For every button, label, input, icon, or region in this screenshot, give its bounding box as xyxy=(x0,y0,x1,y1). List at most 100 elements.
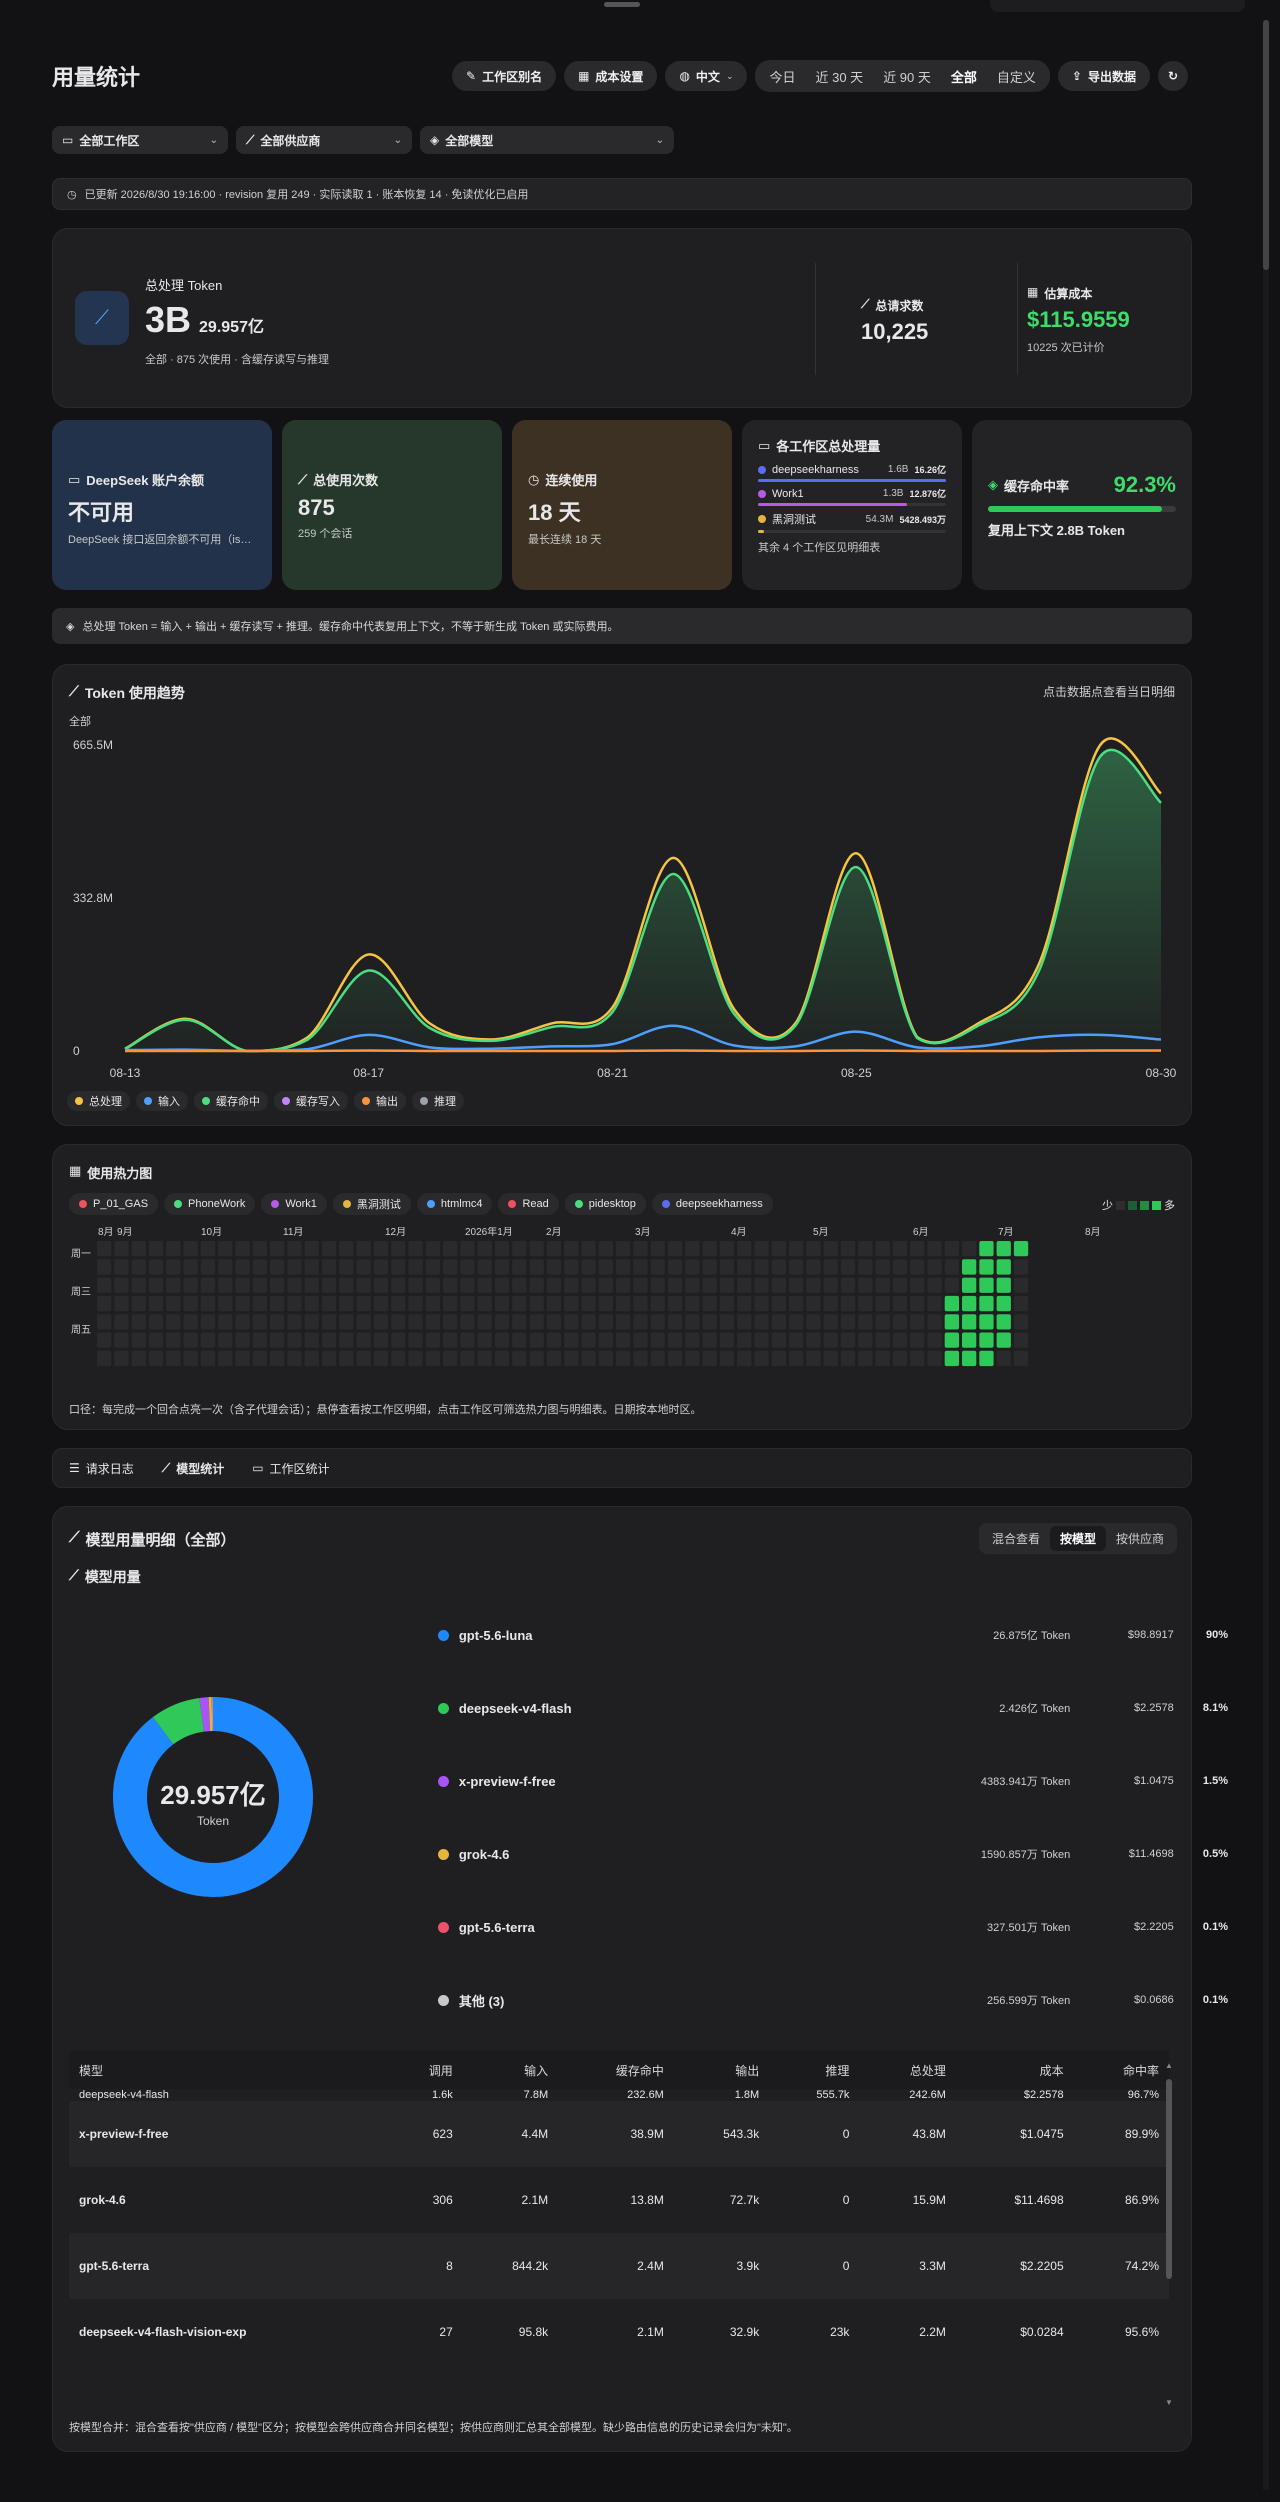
heatmap-cell[interactable] xyxy=(425,1277,440,1293)
heatmap-cell[interactable] xyxy=(131,1332,146,1348)
heatmap-cell[interactable] xyxy=(200,1350,216,1367)
heatmap-cell[interactable] xyxy=(927,1241,942,1257)
workspace-filter-pill[interactable]: Work1 xyxy=(261,1193,327,1215)
heatmap-cell[interactable] xyxy=(789,1259,804,1275)
heatmap-cell[interactable] xyxy=(321,1332,337,1348)
heatmap-cell[interactable] xyxy=(616,1295,631,1312)
heatmap-cell[interactable] xyxy=(339,1314,354,1330)
heatmap-cell[interactable] xyxy=(529,1332,544,1348)
heatmap-cell[interactable] xyxy=(702,1314,717,1330)
heatmap-cell[interactable] xyxy=(529,1259,544,1275)
heatmap-cell[interactable] xyxy=(823,1314,838,1330)
heatmap-cell[interactable] xyxy=(477,1277,492,1293)
heatmap-cell[interactable] xyxy=(840,1314,856,1330)
heatmap-cell[interactable] xyxy=(166,1259,181,1275)
heatmap-cell[interactable] xyxy=(131,1241,146,1257)
heatmap-cell[interactable] xyxy=(321,1277,337,1293)
heatmap-cell[interactable] xyxy=(443,1241,458,1257)
heatmap-cell[interactable] xyxy=(875,1350,890,1367)
heatmap-cell[interactable] xyxy=(408,1277,423,1293)
legend-item[interactable]: 输入 xyxy=(136,1091,188,1111)
heatmap-cell[interactable] xyxy=(460,1332,475,1348)
workspace-filter-pill[interactable]: PhoneWork xyxy=(164,1193,256,1215)
heatmap-cell[interactable] xyxy=(339,1241,354,1257)
heatmap-cell[interactable] xyxy=(339,1259,354,1275)
heatmap-cell[interactable] xyxy=(667,1350,683,1367)
heatmap-cell[interactable] xyxy=(546,1277,562,1293)
heatmap-cell[interactable] xyxy=(183,1295,198,1312)
heatmap-cell[interactable] xyxy=(97,1241,112,1257)
heatmap-cell[interactable] xyxy=(944,1277,959,1293)
table-row[interactable]: gpt-5.6-terra 8 844.2k 2.4M 3.9k 0 3.3M $2.2205… xyxy=(69,2233,1169,2299)
heatmap-cell[interactable] xyxy=(910,1314,925,1330)
legend-item[interactable]: 总处理 xyxy=(67,1091,130,1111)
heatmap-cell[interactable] xyxy=(616,1332,631,1348)
heatmap-cell[interactable] xyxy=(979,1277,994,1293)
heatmap-cell[interactable] xyxy=(494,1241,510,1257)
trend-chart[interactable]: 0 332.8M 665.5M 08-13 08-17 08-21 08-25 08-30 xyxy=(53,725,1193,1085)
heatmap-cell[interactable] xyxy=(494,1350,510,1367)
heatmap-cell[interactable] xyxy=(252,1295,267,1312)
refresh-button[interactable]: ↻ xyxy=(1157,61,1188,91)
heatmap-cell[interactable] xyxy=(840,1241,856,1257)
model-row[interactable]: grok-4.6 1590.857万 Token $11.4698 0.5% xyxy=(438,1844,1228,1864)
heatmap-cell[interactable] xyxy=(564,1277,579,1293)
model-row[interactable]: gpt-5.6-luna 26.875亿 Token $98.8917 90% xyxy=(438,1625,1228,1645)
heatmap-cell[interactable] xyxy=(685,1314,700,1330)
heatmap-cell[interactable] xyxy=(581,1277,596,1293)
heatmap-cell[interactable] xyxy=(564,1259,579,1275)
heatmap-cell[interactable] xyxy=(321,1241,337,1257)
heatmap-cell[interactable] xyxy=(633,1241,648,1257)
heatmap-cell[interactable] xyxy=(823,1350,838,1367)
heatmap-cell[interactable] xyxy=(321,1259,337,1275)
heatmap-cell[interactable] xyxy=(183,1277,198,1293)
heatmap-cell[interactable] xyxy=(408,1295,423,1312)
range-option[interactable]: 自定义 xyxy=(996,69,1036,85)
heatmap-cell[interactable] xyxy=(356,1314,371,1330)
heatmap-cell[interactable] xyxy=(114,1314,129,1330)
workspace-total-row[interactable]: deepseekharness 1.6B 16.26亿 xyxy=(758,463,946,482)
heatmap-cell[interactable] xyxy=(875,1295,890,1312)
heatmap-cell[interactable] xyxy=(616,1277,631,1293)
heatmap-cell[interactable] xyxy=(564,1241,579,1257)
heatmap-cell[interactable] xyxy=(944,1314,959,1330)
heatmap-cell[interactable] xyxy=(443,1277,458,1293)
heatmap-cell[interactable] xyxy=(581,1332,596,1348)
heatmap-cell[interactable] xyxy=(996,1277,1011,1293)
range-option[interactable]: 近 30 天 xyxy=(815,69,864,85)
heatmap-cell[interactable] xyxy=(460,1277,475,1293)
heatmap-cell[interactable] xyxy=(979,1350,994,1367)
heatmap-cell[interactable] xyxy=(823,1332,838,1348)
heatmap-cell[interactable] xyxy=(719,1259,735,1275)
heatmap-cell[interactable] xyxy=(356,1277,371,1293)
heatmap-cell[interactable] xyxy=(719,1295,735,1312)
heatmap-cell[interactable] xyxy=(892,1350,908,1367)
heatmap-cell[interactable] xyxy=(391,1314,406,1330)
column-header[interactable]: 总处理 xyxy=(859,2051,956,2089)
heatmap-cell[interactable] xyxy=(1013,1241,1029,1257)
heatmap-cell[interactable] xyxy=(962,1332,977,1348)
heatmap-cell[interactable] xyxy=(529,1350,544,1367)
heatmap-cell[interactable] xyxy=(667,1277,683,1293)
heatmap-cell[interactable] xyxy=(962,1350,977,1367)
heatmap-cell[interactable] xyxy=(218,1241,233,1257)
column-header[interactable]: 缓存命中 xyxy=(558,2051,674,2089)
heatmap-cell[interactable] xyxy=(373,1259,389,1275)
model-row[interactable]: gpt-5.6-terra 327.501万 Token $2.2205 0.1% xyxy=(438,1917,1228,1937)
heatmap-cell[interactable] xyxy=(633,1259,648,1275)
heatmap-cell[interactable] xyxy=(494,1277,510,1293)
heatmap-cell[interactable] xyxy=(270,1314,285,1330)
heatmap-cell[interactable] xyxy=(373,1332,389,1348)
heatmap-cell[interactable] xyxy=(702,1350,717,1367)
heatmap-cell[interactable] xyxy=(910,1277,925,1293)
heatmap-cell[interactable] xyxy=(287,1277,302,1293)
column-header[interactable]: 推理 xyxy=(769,2051,860,2089)
heatmap-cell[interactable] xyxy=(979,1241,994,1257)
heatmap-cell[interactable] xyxy=(460,1259,475,1275)
heatmap-cell[interactable] xyxy=(460,1350,475,1367)
heatmap-cell[interactable] xyxy=(200,1314,216,1330)
heatmap-cell[interactable] xyxy=(650,1350,665,1367)
heatmap-cell[interactable] xyxy=(546,1332,562,1348)
heatmap-cell[interactable] xyxy=(564,1350,579,1367)
heatmap-cell[interactable] xyxy=(287,1332,302,1348)
